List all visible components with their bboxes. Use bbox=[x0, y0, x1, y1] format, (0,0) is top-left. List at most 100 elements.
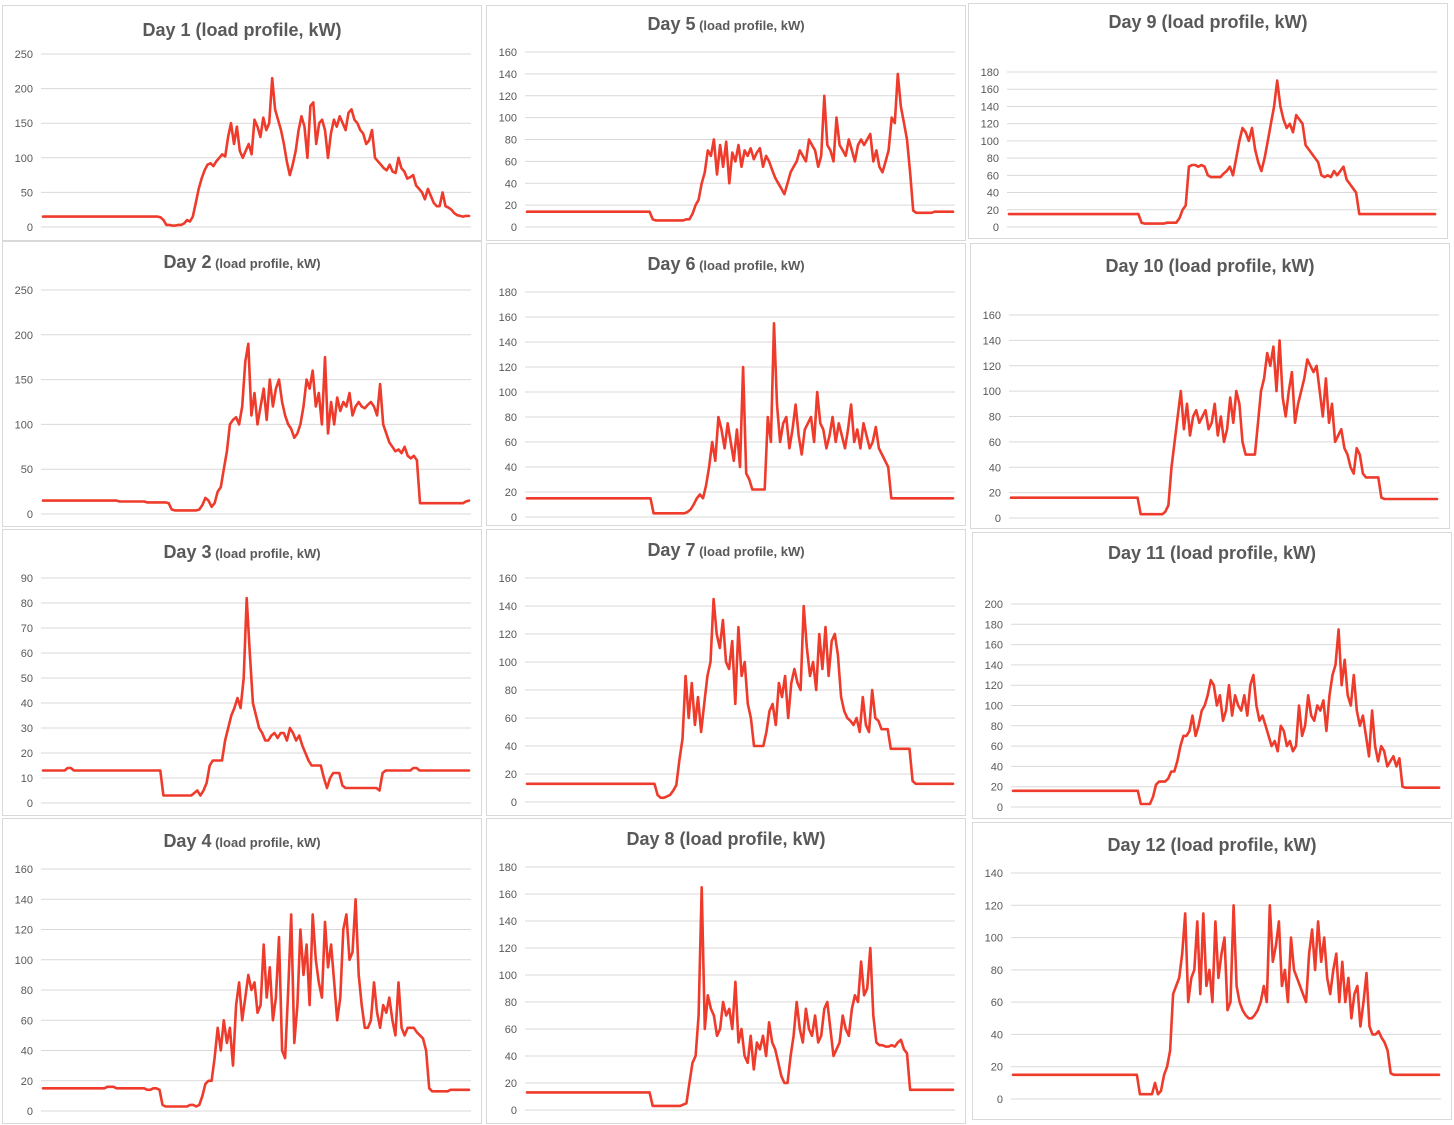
load-profile-line bbox=[525, 597, 955, 800]
y-tick-label: 100 bbox=[499, 387, 517, 399]
chart-title-main: Day 1 bbox=[142, 20, 191, 40]
y-tick-label: 120 bbox=[983, 361, 1001, 373]
y-tick-label: 80 bbox=[989, 412, 1001, 424]
y-tick-label: 60 bbox=[21, 648, 33, 660]
y-tick-label: 120 bbox=[499, 943, 517, 955]
chart-title: Day 11 (load profile, kW) bbox=[973, 543, 1451, 564]
chart-title-subtitle: (load profile, kW) bbox=[1156, 12, 1308, 32]
y-tick-label: 140 bbox=[985, 868, 1003, 880]
y-tick-label: 100 bbox=[499, 970, 517, 982]
y-tick-label: 80 bbox=[991, 721, 1003, 733]
y-tick-label: 160 bbox=[983, 310, 1001, 322]
y-tick-label: 0 bbox=[511, 512, 517, 524]
y-tick-label: 100 bbox=[983, 386, 1001, 398]
chart-title-subtitle: (load profile, kW) bbox=[211, 546, 321, 561]
y-tick-label: 10 bbox=[21, 773, 33, 785]
line-chart-svg: 0 10 20 30 40 50 60 70 80 90 bbox=[21, 573, 471, 810]
y-tick-label: 0 bbox=[27, 509, 33, 521]
chart-title: Day 6 (load profile, kW) bbox=[487, 254, 965, 275]
y-tick-label: 40 bbox=[987, 188, 999, 200]
y-tick-label: 60 bbox=[991, 741, 1003, 753]
y-tick-label: 60 bbox=[987, 170, 999, 182]
chart-panel-day-4: Day 4 (load profile, kW) 0 20 40 60 80 100 120 1… bbox=[2, 818, 482, 1124]
y-tick-label: 100 bbox=[985, 933, 1003, 945]
line-chart-svg: 0 20 40 60 80 100 120 140 160 180 bbox=[499, 287, 955, 524]
y-tick-label: 180 bbox=[499, 287, 517, 299]
chart-title-subtitle: (load profile, kW) bbox=[1163, 256, 1315, 276]
line-chart-svg: 0 50 100 150 200 250 bbox=[15, 49, 471, 234]
chart-panel-day-9: Day 9 (load profile, kW) 0 20 40 60 80 100 120 1… bbox=[968, 3, 1448, 239]
y-tick-label: 140 bbox=[499, 601, 517, 613]
y-tick-label: 0 bbox=[27, 222, 33, 234]
chart-title: Day 10 (load profile, kW) bbox=[971, 256, 1449, 277]
y-tick-label: 160 bbox=[499, 573, 517, 585]
y-tick-label: 40 bbox=[505, 462, 517, 474]
y-tick-label: 100 bbox=[981, 136, 999, 148]
y-tick-label: 120 bbox=[499, 91, 517, 103]
y-tick-label: 100 bbox=[985, 701, 1003, 713]
chart-title: Day 1 (load profile, kW) bbox=[3, 20, 481, 41]
chart-panel-day-10: Day 10 (load profile, kW) 0 20 40 60 80 100 120… bbox=[970, 243, 1450, 529]
load-profile-line bbox=[1007, 79, 1437, 225]
y-tick-label: 60 bbox=[505, 437, 517, 449]
chart-title-main: Day 3 bbox=[163, 542, 212, 562]
chart-title-subtitle: (load profile, kW) bbox=[695, 18, 805, 33]
y-tick-label: 60 bbox=[991, 997, 1003, 1009]
y-tick-label: 20 bbox=[987, 205, 999, 217]
y-tick-label: 20 bbox=[991, 1062, 1003, 1074]
y-tick-label: 120 bbox=[499, 362, 517, 374]
y-tick-label: 60 bbox=[505, 1024, 517, 1036]
y-tick-label: 0 bbox=[511, 797, 517, 809]
chart-title: Day 8 (load profile, kW) bbox=[487, 829, 965, 850]
y-tick-label: 140 bbox=[981, 101, 999, 113]
y-tick-label: 100 bbox=[499, 113, 517, 125]
y-tick-label: 250 bbox=[15, 285, 33, 297]
y-tick-label: 120 bbox=[985, 900, 1003, 912]
y-tick-label: 0 bbox=[993, 222, 999, 234]
y-tick-label: 200 bbox=[985, 599, 1003, 611]
y-tick-label: 80 bbox=[505, 997, 517, 1009]
y-tick-label: 50 bbox=[21, 673, 33, 685]
chart-title-subtitle: (load profile, kW) bbox=[695, 544, 805, 559]
line-chart-svg: 0 50 100 150 200 250 bbox=[15, 285, 471, 521]
y-tick-label: 0 bbox=[511, 1105, 517, 1117]
chart-title-main: Day 9 bbox=[1108, 12, 1157, 32]
y-tick-label: 120 bbox=[15, 925, 33, 937]
chart-title-main: Day 8 bbox=[626, 829, 675, 849]
chart-panel-day-7: Day 7 (load profile, kW) 0 20 40 60 80 100 120 1… bbox=[486, 529, 966, 816]
y-tick-label: 60 bbox=[505, 156, 517, 168]
y-tick-label: 160 bbox=[15, 864, 33, 876]
line-chart-svg: 0 20 40 60 80 100 120 140 160 bbox=[983, 310, 1439, 525]
y-tick-label: 20 bbox=[991, 782, 1003, 794]
chart-title-main: Day 2 bbox=[163, 252, 212, 272]
y-tick-label: 80 bbox=[21, 985, 33, 997]
y-tick-label: 80 bbox=[505, 412, 517, 424]
load-profile-line bbox=[525, 72, 955, 222]
chart-title: Day 9 (load profile, kW) bbox=[969, 12, 1447, 33]
y-tick-label: 160 bbox=[499, 889, 517, 901]
load-profile-line bbox=[41, 596, 471, 797]
y-tick-label: 40 bbox=[991, 761, 1003, 773]
load-profile-line bbox=[41, 898, 471, 1108]
line-chart-svg: 0 20 40 60 80 100 120 140 160 180 bbox=[981, 67, 1437, 234]
y-tick-label: 20 bbox=[21, 748, 33, 760]
chart-title-subtitle: (load profile, kW) bbox=[190, 20, 342, 40]
chart-title-main: Day 10 bbox=[1105, 256, 1164, 276]
chart-title: Day 2 (load profile, kW) bbox=[3, 252, 481, 273]
y-tick-label: 150 bbox=[15, 118, 33, 130]
y-tick-label: 0 bbox=[997, 802, 1003, 814]
y-tick-label: 100 bbox=[15, 419, 33, 431]
chart-title: Day 7 (load profile, kW) bbox=[487, 540, 965, 561]
y-tick-label: 70 bbox=[21, 623, 33, 635]
load-profile-line bbox=[41, 76, 471, 227]
y-tick-label: 40 bbox=[505, 1051, 517, 1063]
chart-title-main: Day 11 bbox=[1107, 543, 1166, 563]
y-tick-label: 20 bbox=[989, 488, 1001, 500]
y-tick-label: 150 bbox=[15, 375, 33, 387]
chart-title-subtitle: (load profile, kW) bbox=[1165, 543, 1317, 563]
y-tick-label: 50 bbox=[21, 187, 33, 199]
y-tick-label: 140 bbox=[983, 335, 1001, 347]
y-tick-label: 40 bbox=[505, 741, 517, 753]
chart-panel-day-8: Day 8 (load profile, kW) 0 20 40 60 80 100 120 1… bbox=[486, 818, 966, 1124]
chart-panel-day-6: Day 6 (load profile, kW) 0 20 40 60 80 100 120 1… bbox=[486, 243, 966, 526]
